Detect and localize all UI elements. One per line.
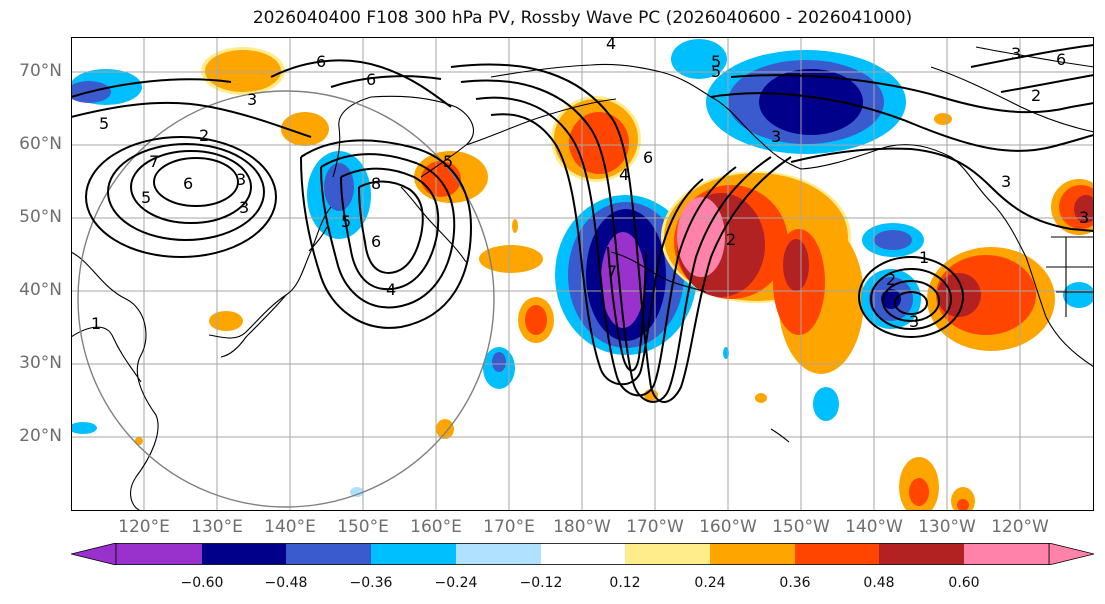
colorbar-label: 0.48 [863,575,895,591]
latitude-label: 30°N [19,353,62,373]
latitude-label: 70°N [19,61,62,81]
longitude-label: 120°W [991,517,1049,537]
colorbar-swatch [371,543,456,565]
range-circle [77,90,495,508]
longitude-label: 150°W [772,517,830,537]
contour-label: 2 [1031,86,1041,105]
contour-label: 3 [909,312,919,331]
colorbar-label: 0.12 [609,575,641,591]
colorbar-label: 0.36 [779,575,811,591]
longitude-label: 160°W [699,517,757,537]
longitude-label: 180°W [553,517,611,537]
contour-label: 4 [606,37,616,53]
colorbar-label: 0.60 [948,575,980,591]
latitude-label: 40°N [19,280,62,300]
contour-label: 3 [247,90,257,109]
pv-contours [71,44,1094,403]
contour-label: 5 [141,188,151,207]
contour-label: 3 [1001,172,1011,191]
longitude-label: 170°W [626,517,684,537]
contour-label: 2 [726,230,736,249]
contour-label: 3 [239,198,249,217]
colorbar-swatch [202,543,286,565]
map-title: 2026040400 F108 300 hPa PV, Rossby Wave … [252,8,913,28]
colorbar-label: −0.12 [519,575,563,591]
coastlines [71,46,1094,511]
latitude-label: 60°N [19,134,62,154]
contour-label: 2 [886,270,896,289]
colorbar-label: −0.24 [434,575,478,591]
colorbar-swatch [879,543,964,565]
contour-label-group: 5 6 4 3 2 5 6 3 5 7 6 3 8 5 6 4 5 6 7 4 … [91,37,1089,333]
colorbar-swatch [710,543,795,565]
latitude-label: 20°N [19,426,62,446]
colorbar [70,542,1095,566]
contour-label: 3 [1079,208,1089,227]
contour-label: 2 [199,126,209,145]
colorbar-swatch [456,543,541,565]
contour-label: 6 [371,232,381,251]
contour-label: 6 [316,52,326,71]
contour-label: 7 [607,262,617,281]
map-panel: 5 6 4 3 2 5 6 3 5 7 6 3 8 5 6 4 5 6 7 4 … [71,37,1094,511]
longitude-label: 140°E [264,517,316,537]
longitude-label: 140°W [845,517,903,537]
longitude-label: 160°E [410,517,462,537]
longitude-label: 150°E [337,517,389,537]
contour-label: 3 [771,127,781,146]
colorbar-swatch [625,543,710,565]
contour-label: 8 [371,174,381,193]
contour-label: 3 [1011,44,1021,63]
colorbar-swatch [964,543,1049,565]
contour-label: 4 [619,165,629,184]
longitude-label: 170°E [483,517,535,537]
pv-anomaly-shading [71,39,1094,511]
longitude-label: 130°W [918,517,976,537]
colorbar-extend-right [1048,542,1095,566]
colorbar-swatch [116,543,202,565]
contour-label: 1 [919,248,929,267]
contour-label: 6 [643,148,653,167]
longitude-label: 130°E [191,517,243,537]
contour-label: 5 [99,114,109,133]
colorbar-label: −0.60 [180,575,224,591]
colorbar-label: −0.36 [349,575,393,591]
contour-label: 6 [366,70,376,89]
contour-label: 3 [236,170,246,189]
colorbar-swatch [286,543,371,565]
contour-label: 5 [711,62,721,81]
longitude-label: 120°E [118,517,170,537]
contour-label: 4 [386,280,396,299]
contour-label: 5 [443,152,453,171]
colorbar-label: −0.48 [264,575,308,591]
latitude-label: 50°N [19,207,62,227]
colorbar-extend-left [70,542,117,566]
graticule [71,37,1094,511]
contour-label: 6 [1056,50,1066,69]
contour-label: 5 [341,212,351,231]
colorbar-label: 0.24 [694,575,726,591]
contour-label: 5 [711,52,721,71]
colorbar-swatch [795,543,879,565]
contour-label: 1 [91,314,101,333]
colorbar-swatch [541,543,625,565]
contour-label: 6 [183,174,193,193]
contour-label: 7 [149,152,159,171]
